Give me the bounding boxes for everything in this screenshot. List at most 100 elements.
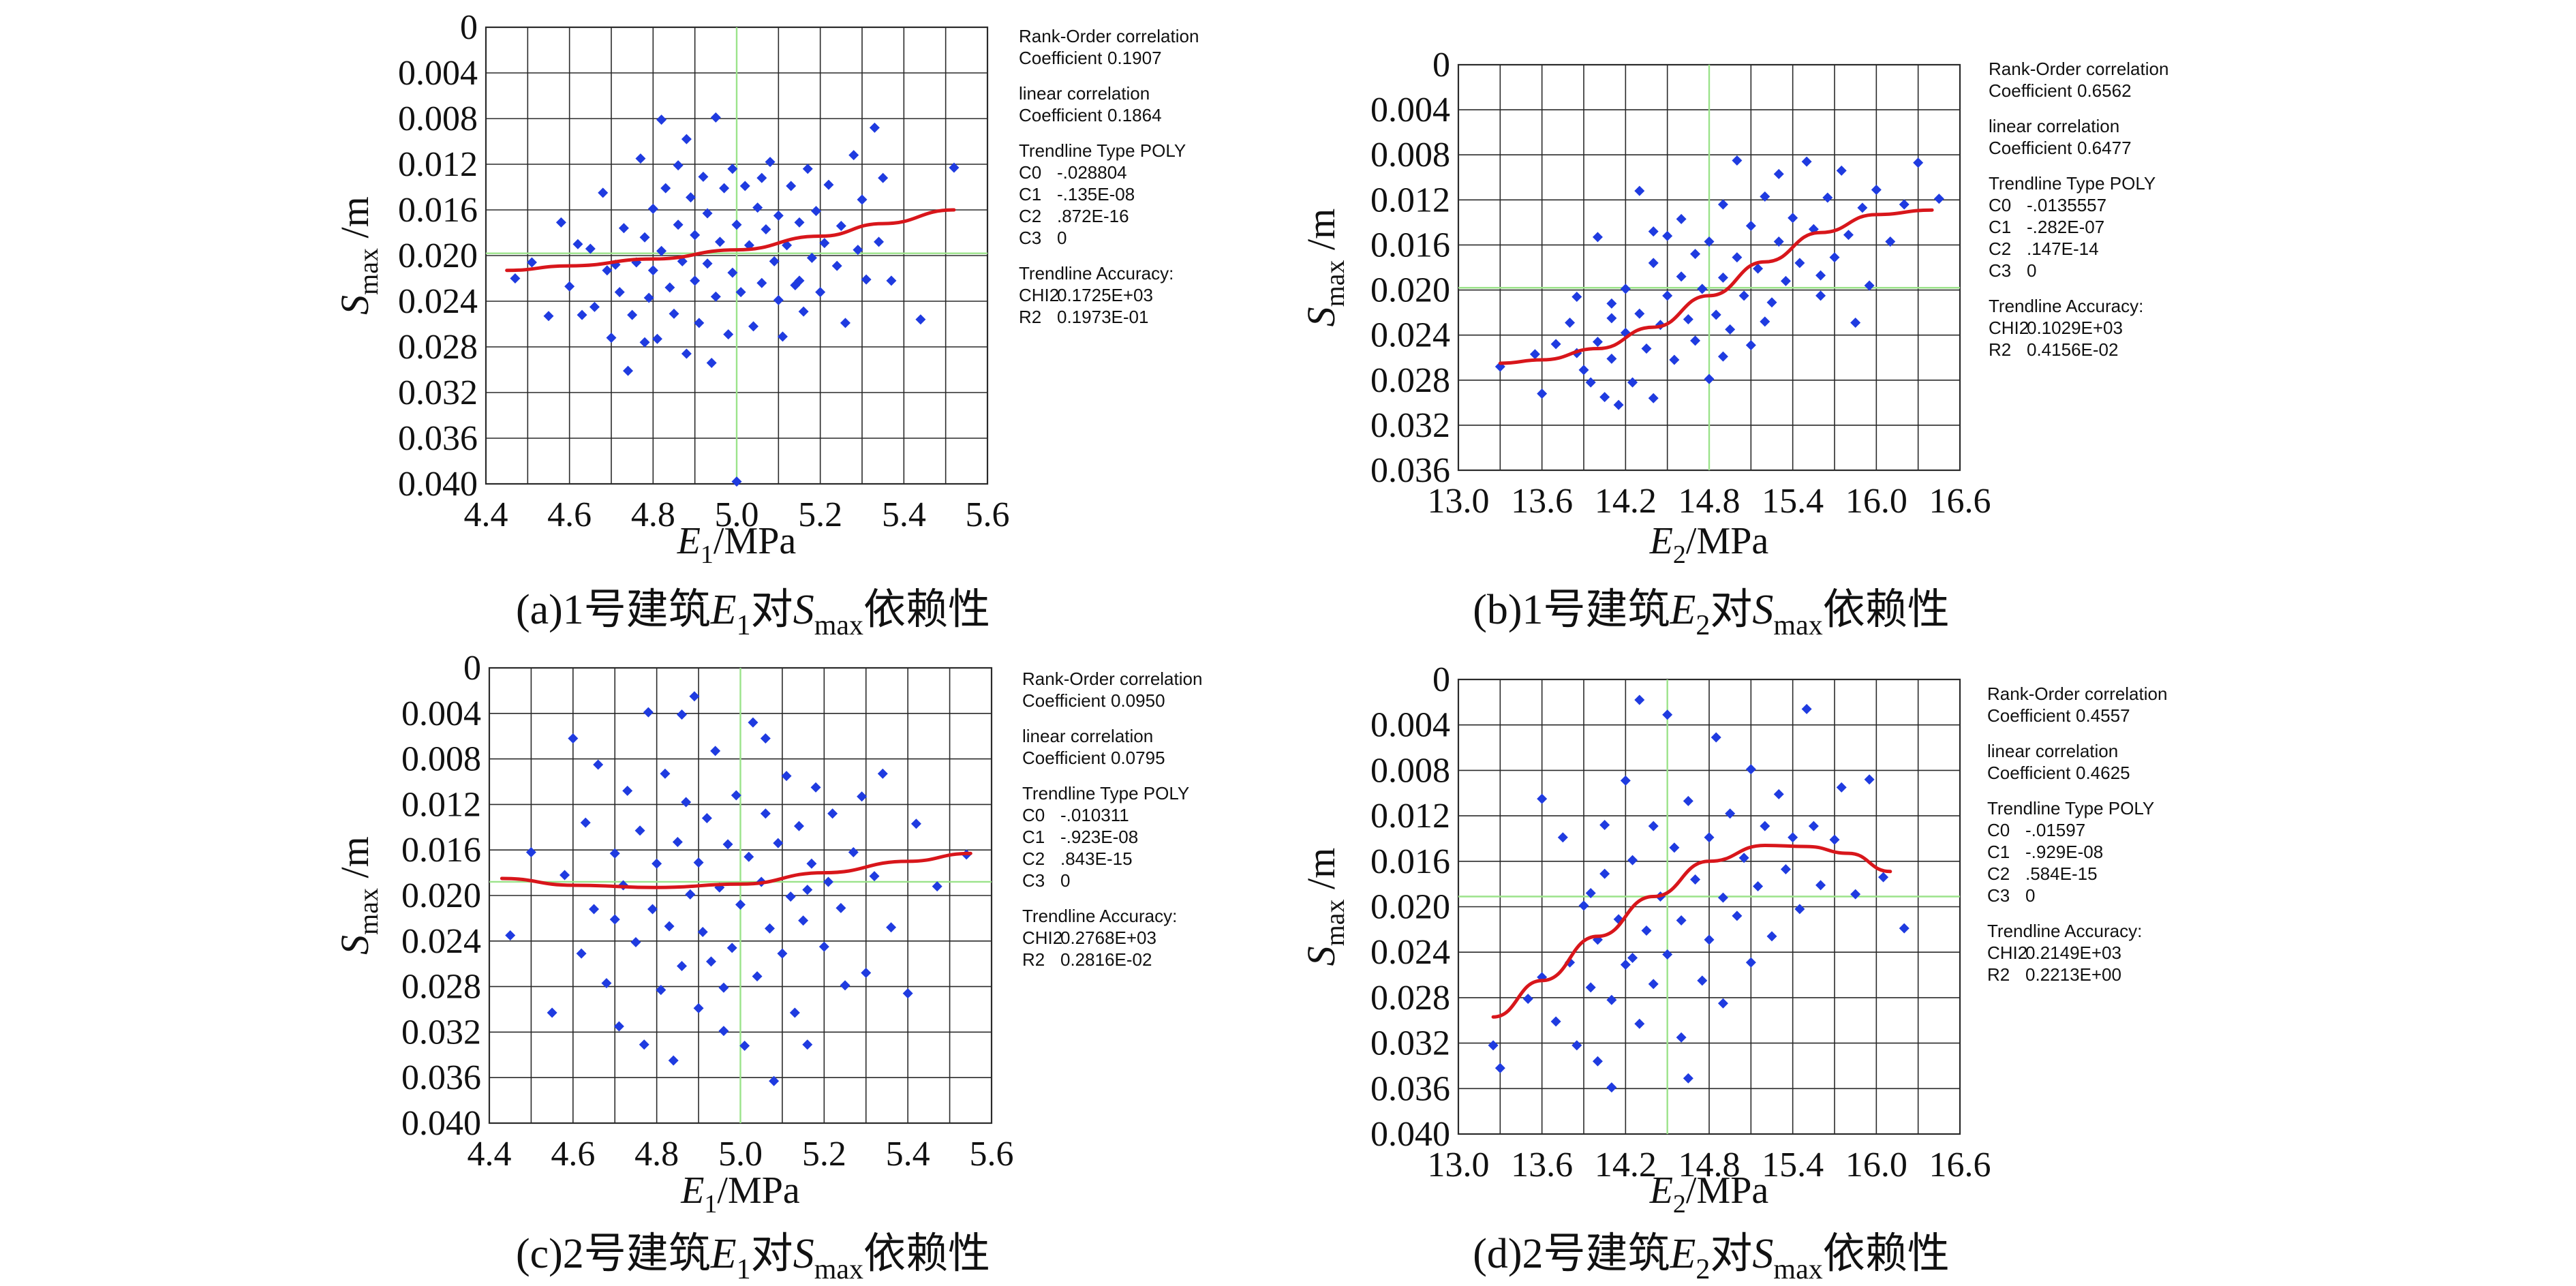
stat-value: -.282E-07: [2027, 217, 2104, 237]
stat-label: Coefficient: [1989, 80, 2072, 101]
x-tick-label: 4.8: [631, 495, 675, 534]
x-tick-label: 16.6: [1929, 482, 1991, 521]
data-point: [823, 179, 834, 190]
data-point: [1745, 220, 1756, 231]
stat-value: 0.4625: [2076, 763, 2130, 783]
data-point: [810, 782, 821, 793]
x-axis-var: E: [677, 520, 701, 562]
data-point: [1571, 291, 1582, 302]
trendline-poly: [505, 208, 956, 273]
scatter-series: [1494, 155, 1944, 410]
y-axis-var: S: [1299, 946, 1343, 966]
data-point: [1738, 853, 1749, 863]
stat-value: 0.1029E+03: [2027, 318, 2123, 338]
data-point: [761, 224, 771, 234]
data-point: [869, 871, 880, 882]
y-axis-var: S: [1299, 307, 1343, 326]
stat-value: 0.1973E-01: [1057, 307, 1148, 327]
data-point: [1641, 343, 1652, 354]
data-point: [673, 160, 684, 171]
data-point: [794, 217, 805, 228]
data-point: [1662, 949, 1673, 960]
y-axis-label: Smax /m: [1299, 209, 1350, 327]
y-axis-var: S: [333, 935, 377, 955]
stat-value: -.929E-08: [2025, 842, 2103, 862]
data-point: [735, 899, 746, 910]
x-tick-label: 16.0: [1845, 1146, 1907, 1184]
data-point: [1634, 185, 1645, 196]
data-point: [505, 930, 516, 940]
x-tick-label: 5.0: [715, 495, 759, 534]
data-point: [614, 287, 625, 298]
caption-prefix: (c)2号建筑: [516, 1231, 711, 1277]
x-axis-sub: 1: [704, 1190, 717, 1219]
data-point: [1780, 275, 1791, 286]
stat-label: C3: [1989, 260, 2011, 281]
stat-value: 0.1907: [1107, 48, 1162, 68]
x-tick-label: 5.0: [718, 1135, 763, 1174]
stat-label: C0: [1987, 820, 2010, 840]
data-point: [1732, 155, 1743, 166]
data-point: [769, 1075, 780, 1086]
data-point: [643, 292, 654, 303]
stat-label: Trendline Type POLY: [1022, 783, 1189, 803]
data-point: [651, 858, 662, 869]
caption-prefix: (d)2号建筑: [1473, 1231, 1670, 1277]
data-point: [1565, 317, 1576, 328]
data-point: [656, 114, 667, 125]
stat-value: .843E-15: [1060, 848, 1133, 869]
data-point: [886, 275, 897, 286]
stat-value: 0.0950: [1111, 690, 1165, 711]
stat-label: C0: [1989, 195, 2011, 215]
data-point: [690, 275, 701, 286]
stat-label: C3: [1987, 885, 2010, 906]
data-point: [1669, 354, 1680, 365]
data-point: [853, 245, 863, 256]
y-tick-label: 0.028: [398, 328, 478, 367]
data-point: [1606, 298, 1617, 309]
data-point: [564, 281, 575, 292]
data-point: [718, 982, 729, 993]
data-point: [1683, 795, 1693, 806]
stat-label: C0: [1019, 162, 1041, 183]
data-point: [735, 287, 746, 298]
data-point: [1829, 252, 1840, 263]
data-point: [672, 837, 683, 848]
stat-value: -.0135557: [2027, 195, 2106, 215]
y-axis-unit: /m: [1299, 848, 1343, 900]
y-axis-sub: max: [353, 248, 384, 295]
data-point: [1599, 819, 1610, 830]
caption-target-sub: max: [814, 610, 863, 641]
x-tick-label: 13.6: [1511, 1146, 1573, 1184]
data-point: [668, 1055, 679, 1066]
data-point: [752, 202, 763, 213]
data-point: [1753, 263, 1764, 274]
data-point: [639, 1039, 649, 1050]
stat-label: Coefficient: [1989, 138, 2072, 158]
x-tick-label: 4.6: [551, 1135, 595, 1174]
stat-label: R2: [1019, 307, 1041, 327]
x-axis-unit: /MPa: [1686, 520, 1768, 562]
data-point: [1599, 868, 1610, 879]
data-point: [835, 220, 846, 231]
y-tick-label: 0: [1432, 46, 1450, 85]
stat-label: Rank-Order correlation: [1989, 59, 2168, 79]
data-point: [710, 112, 721, 123]
data-point: [547, 1007, 557, 1018]
data-point: [1773, 236, 1784, 247]
data-point: [764, 923, 775, 934]
y-tick-label: 0.040: [401, 1104, 481, 1143]
data-point: [1850, 889, 1861, 900]
scatter-series: [505, 691, 972, 1086]
data-point: [601, 978, 612, 989]
caption-var: E: [1670, 587, 1696, 633]
data-point: [727, 267, 738, 278]
data-point: [525, 847, 536, 858]
data-point: [1801, 156, 1812, 167]
y-tick-label: 0.008: [398, 99, 478, 138]
stat-label: C1: [1019, 184, 1041, 204]
x-axis-var: E: [1649, 520, 1673, 562]
data-point: [1843, 230, 1854, 241]
data-point: [1760, 821, 1770, 831]
